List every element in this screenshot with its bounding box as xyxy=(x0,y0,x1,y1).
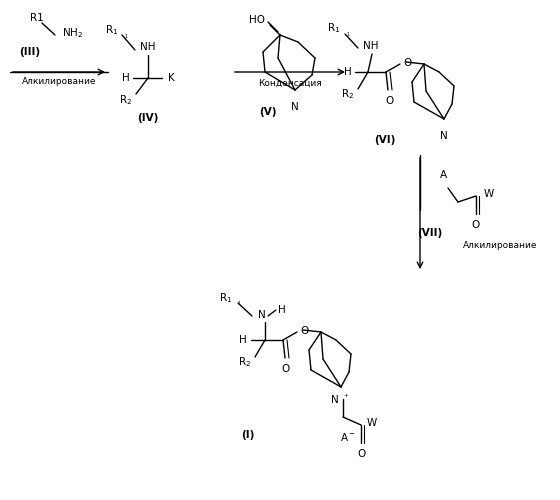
Text: O: O xyxy=(472,220,480,230)
Text: N: N xyxy=(258,310,266,320)
Text: NH: NH xyxy=(140,42,156,52)
Text: Алкилирование: Алкилирование xyxy=(463,242,538,250)
Text: R$_2$: R$_2$ xyxy=(238,355,251,369)
Text: R$_2$: R$_2$ xyxy=(119,93,132,107)
Text: O: O xyxy=(357,449,365,459)
Text: $_1$: $_1$ xyxy=(124,32,129,40)
Text: W: W xyxy=(484,189,494,199)
Text: N: N xyxy=(332,395,339,405)
Text: N: N xyxy=(291,102,299,112)
Text: O: O xyxy=(282,364,290,374)
Text: R$_2$: R$_2$ xyxy=(341,87,354,101)
Text: H: H xyxy=(239,335,247,345)
Text: (V): (V) xyxy=(259,107,277,117)
Text: R$_1$: R$_1$ xyxy=(326,21,340,35)
Text: A: A xyxy=(440,170,446,180)
Text: H: H xyxy=(344,67,352,77)
Text: R$_1$: R$_1$ xyxy=(219,291,232,305)
Text: Алкилирование: Алкилирование xyxy=(22,78,96,86)
Text: N: N xyxy=(440,131,448,141)
Text: $_1$: $_1$ xyxy=(346,30,351,38)
Text: O: O xyxy=(300,326,308,336)
Text: R1: R1 xyxy=(30,13,44,23)
Text: O: O xyxy=(385,96,393,106)
Text: (I): (I) xyxy=(241,430,255,440)
Text: H: H xyxy=(278,305,286,315)
Text: NH$_2$: NH$_2$ xyxy=(62,26,83,40)
Text: O: O xyxy=(403,58,411,68)
Text: $_1$: $_1$ xyxy=(237,300,242,308)
Text: HO: HO xyxy=(249,15,265,25)
Text: (IV): (IV) xyxy=(137,113,158,123)
Text: NH: NH xyxy=(363,41,379,51)
Text: (VI): (VI) xyxy=(374,135,396,145)
Text: $^+$: $^+$ xyxy=(342,393,349,402)
Text: R$_1$: R$_1$ xyxy=(105,23,118,37)
Text: A$^-$: A$^-$ xyxy=(340,431,356,443)
Text: H: H xyxy=(122,73,130,83)
Text: K: K xyxy=(168,73,175,83)
Text: Конденсация: Конденсация xyxy=(258,78,322,88)
Text: (VII): (VII) xyxy=(417,228,442,238)
Text: W: W xyxy=(367,418,377,428)
Text: (III): (III) xyxy=(20,47,40,57)
